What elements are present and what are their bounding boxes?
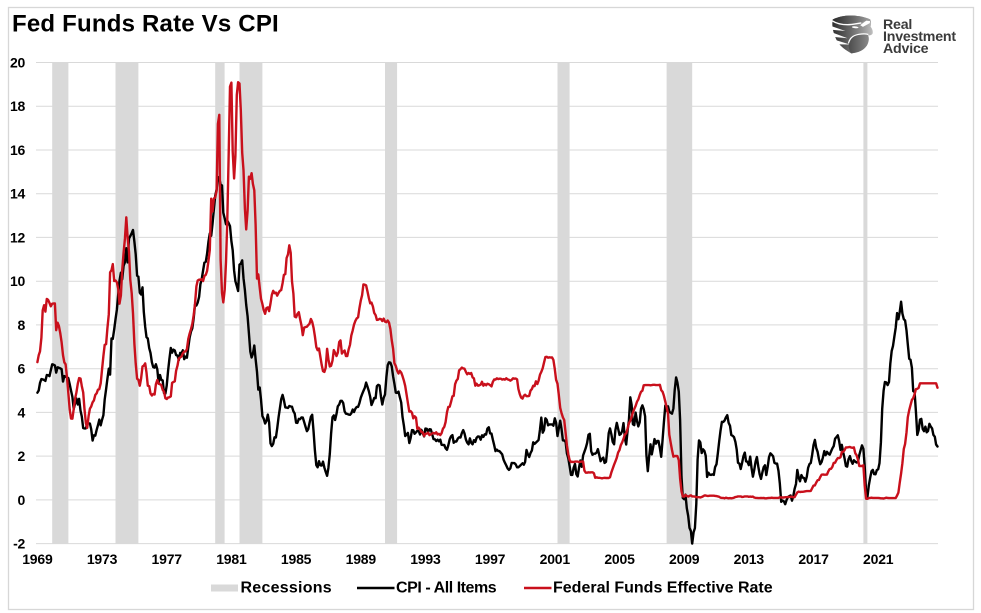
svg-text:1973: 1973 [87, 551, 118, 567]
svg-text:Advice: Advice [883, 41, 929, 57]
svg-text:4: 4 [18, 404, 26, 420]
svg-text:Fed Funds Rate Vs CPI: Fed Funds Rate Vs CPI [12, 11, 279, 38]
svg-text:1969: 1969 [22, 551, 53, 567]
svg-text:14: 14 [10, 186, 25, 202]
svg-text:0: 0 [18, 492, 26, 508]
svg-text:20: 20 [10, 55, 25, 71]
svg-text:-2: -2 [13, 536, 25, 552]
svg-text:1985: 1985 [281, 551, 312, 567]
svg-text:18: 18 [10, 98, 25, 114]
svg-text:Investment: Investment [883, 29, 956, 45]
svg-text:Recessions: Recessions [241, 580, 332, 597]
svg-text:2017: 2017 [798, 551, 829, 567]
svg-text:2021: 2021 [863, 551, 894, 567]
svg-text:12: 12 [10, 229, 25, 245]
svg-text:2009: 2009 [669, 551, 700, 567]
svg-text:16: 16 [10, 142, 25, 158]
svg-text:1993: 1993 [410, 551, 441, 567]
svg-text:6: 6 [18, 361, 26, 377]
svg-text:Federal Funds Effective Rate: Federal Funds Effective Rate [553, 580, 773, 597]
svg-text:2013: 2013 [734, 551, 765, 567]
svg-text:1997: 1997 [475, 551, 506, 567]
svg-text:1989: 1989 [346, 551, 377, 567]
svg-text:1981: 1981 [216, 551, 247, 567]
svg-text:2005: 2005 [604, 551, 635, 567]
svg-text:1977: 1977 [152, 551, 183, 567]
svg-text:2001: 2001 [540, 551, 571, 567]
svg-text:10: 10 [10, 273, 25, 289]
svg-text:CPI - All Items: CPI - All Items [396, 580, 497, 597]
svg-text:2: 2 [18, 448, 26, 464]
svg-text:8: 8 [18, 317, 26, 333]
svg-text:Real: Real [883, 17, 912, 33]
